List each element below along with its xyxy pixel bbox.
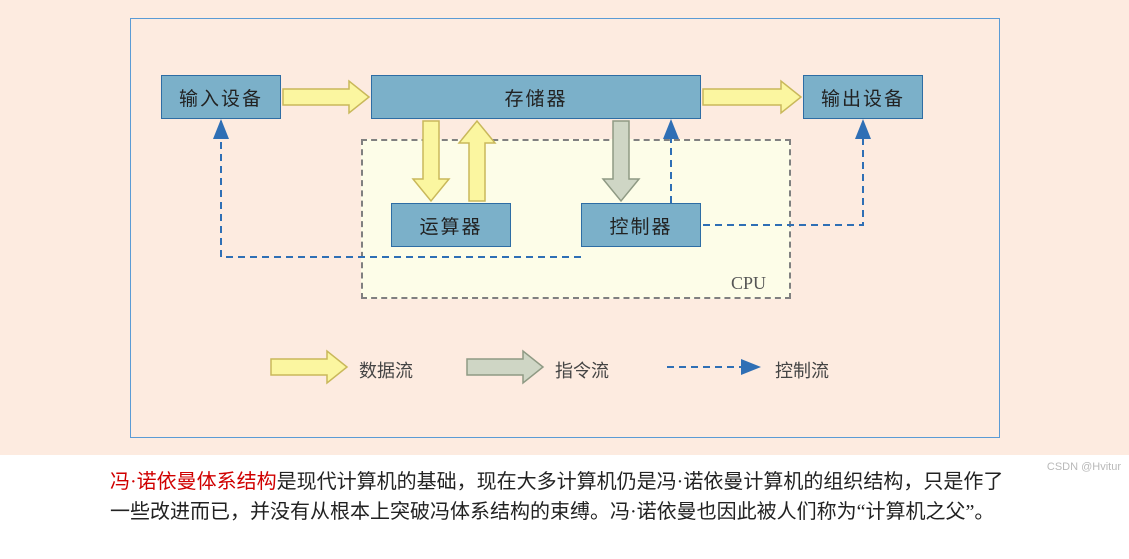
legend-control-label: 控制流 — [775, 357, 829, 383]
legend-data-arrow — [271, 351, 347, 383]
node-alu: 运算器 — [391, 203, 511, 247]
node-input: 输入设备 — [161, 75, 281, 119]
node-storage: 存储器 — [371, 75, 701, 119]
diagram-outer: 输入设备 存储器 输出设备 运算器 控制器 CPU — [0, 0, 1129, 455]
legend-data-label: 数据流 — [359, 357, 413, 383]
caption-highlight: 冯·诺依曼体系结构 — [110, 471, 277, 493]
caption: 冯·诺依曼体系结构是现代计算机的基础，现在大多计算机仍是冯·诺依曼计算机的组织结… — [0, 455, 1129, 527]
arrow-input-to-storage — [283, 81, 369, 113]
legend-instr-label: 指令流 — [555, 357, 609, 383]
node-output-label: 输出设备 — [821, 84, 905, 111]
diagram-panel: 输入设备 存储器 输出设备 运算器 控制器 CPU — [130, 18, 1000, 438]
legend-instr-arrow — [467, 351, 543, 383]
node-input-label: 输入设备 — [179, 84, 263, 111]
node-alu-label: 运算器 — [419, 212, 482, 239]
node-output: 输出设备 — [803, 75, 923, 119]
node-storage-label: 存储器 — [504, 84, 567, 111]
watermark: CSDN @Hvitur — [1047, 461, 1121, 473]
arrow-storage-to-output — [703, 81, 801, 113]
cpu-label: CPU — [731, 273, 766, 294]
node-ctrl-label: 控制器 — [609, 212, 672, 239]
node-ctrl: 控制器 — [581, 203, 701, 247]
